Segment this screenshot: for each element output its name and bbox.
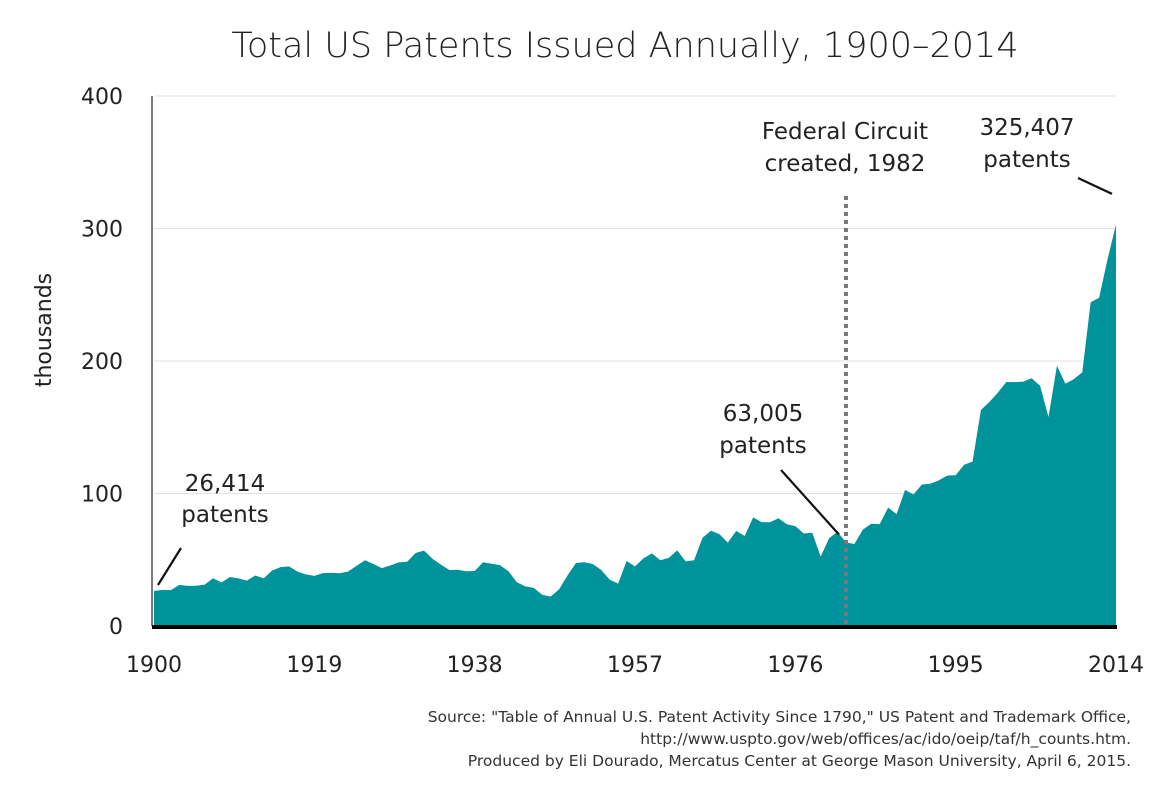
annotation-line: 63,005	[723, 401, 803, 427]
annotation-line: 26,414	[185, 471, 265, 497]
annotation-26414-pointer	[157, 547, 182, 586]
x-tick-1957: 1957	[607, 653, 663, 678]
annotation-line: 325,407	[979, 115, 1074, 141]
y-tick-100: 100	[81, 483, 123, 508]
annotation-63005-pointer	[780, 469, 840, 536]
patents-area-series	[154, 224, 1116, 626]
x-tick-1976: 1976	[767, 653, 823, 678]
chart-title: Total US Patents Issued Annually, 1900–2…	[231, 26, 1018, 66]
annotation-line: patents	[983, 147, 1070, 173]
annotation-26414-patents: 26,414 patents	[181, 471, 268, 528]
x-tick-1900: 1900	[126, 653, 182, 678]
x-tick-2014: 2014	[1088, 653, 1144, 678]
x-tick-1919: 1919	[286, 653, 342, 678]
source-line-1: Source: "Table of Annual U.S. Patent Act…	[428, 708, 1131, 726]
axes	[151, 96, 1117, 629]
area-layer	[154, 224, 1116, 626]
annotation-line: patents	[181, 502, 268, 528]
y-tick-200: 200	[81, 350, 123, 375]
x-tick-1938: 1938	[447, 653, 503, 678]
annotation-federal-circuit: Federal Circuit created, 1982	[762, 119, 928, 177]
annotations: 26,414 patents 63,005 patents Federal Circui…	[157, 115, 1113, 624]
source-note: Source: "Table of Annual U.S. Patent Act…	[428, 708, 1131, 770]
y-axis-label: thousands	[32, 273, 57, 387]
y-tick-300: 300	[81, 218, 123, 243]
annotation-line: created, 1982	[765, 151, 926, 177]
annotation-325407-patents: 325,407 patents	[979, 115, 1074, 173]
y-tick-0: 0	[109, 615, 123, 640]
gridlines	[154, 95, 1116, 494]
annotation-63005-patents: 63,005 patents	[719, 401, 806, 459]
x-tick-labels: 1900 1919 1938 1957 1976 1995 2014	[126, 653, 1144, 678]
annotation-line: patents	[719, 433, 806, 459]
source-line-2: http://www.uspto.gov/web/offices/ac/ido/…	[640, 730, 1131, 749]
annotation-line: Federal Circuit	[762, 119, 928, 145]
y-tick-labels: 0 100 200 300 400	[81, 85, 123, 640]
source-line-3: Produced by Eli Dourado, Mercatus Center…	[468, 752, 1131, 770]
annotation-325407-pointer	[1077, 177, 1113, 195]
y-tick-400: 400	[81, 85, 123, 110]
x-tick-1995: 1995	[928, 653, 984, 678]
